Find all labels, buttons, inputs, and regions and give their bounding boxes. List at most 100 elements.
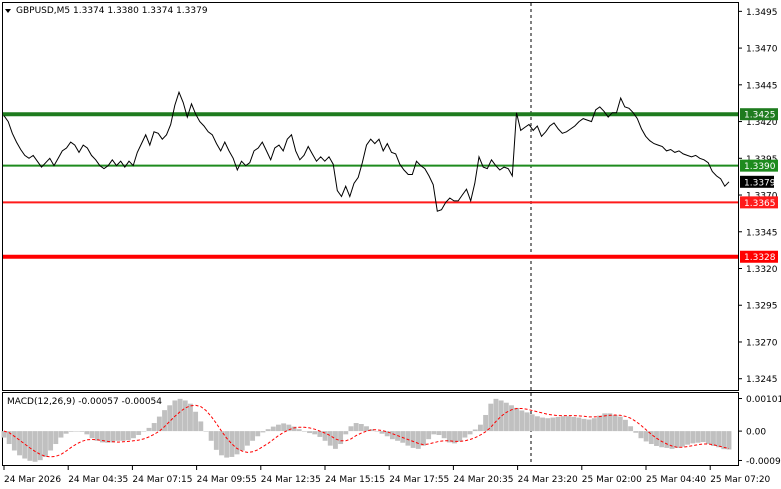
macd-bar: [602, 413, 608, 432]
y-tick-label-10: 1.3245: [746, 375, 778, 385]
macd-bar: [120, 431, 126, 441]
macd-bar: [695, 431, 701, 443]
macd-bar: [716, 431, 722, 448]
macd-bar: [659, 431, 665, 448]
macd-bar: [679, 431, 685, 447]
macd-bar: [664, 431, 670, 448]
macd-bar: [571, 416, 577, 432]
macd-bar: [612, 414, 618, 432]
y-tick-label-0: 1.3495: [746, 8, 778, 18]
macd-bar: [17, 431, 22, 456]
macd-bar: [1, 431, 7, 438]
macd-bar: [167, 405, 173, 432]
x-tick-label-11: 25 Mar 07:20: [710, 475, 770, 485]
x-tick-label-1: 24 Mar 04:35: [68, 475, 128, 485]
level-label-bg-1: [740, 159, 778, 172]
macd-bar: [22, 431, 28, 459]
macd-bar: [700, 431, 706, 443]
level-label-2: 1.3365: [744, 199, 776, 209]
macd-bar: [586, 419, 592, 432]
macd-bar: [540, 417, 546, 432]
macd-bar: [648, 431, 654, 445]
macd-bar: [343, 431, 349, 435]
macd-bar: [250, 431, 256, 441]
macd-bar: [11, 431, 17, 451]
macd-bar: [441, 431, 447, 439]
macd-bar: [467, 431, 473, 435]
macd-bar: [105, 431, 111, 443]
macd-bar: [270, 426, 276, 432]
macd-bar: [89, 431, 95, 439]
main-plot-frame: [2, 2, 739, 391]
chart-menu-arrow-icon[interactable]: [5, 9, 11, 13]
macd-bar: [136, 431, 142, 435]
macd-bar: [99, 431, 105, 443]
macd-bar: [296, 429, 302, 432]
macd-bar: [591, 418, 597, 432]
macd-bar: [524, 412, 530, 432]
macd-bar: [633, 431, 639, 433]
macd-bar: [198, 421, 204, 432]
x-tick-label-8: 24 Mar 23:20: [518, 475, 578, 485]
y-tick-label-6: 1.3345: [746, 228, 778, 238]
y-tick-label-7: 1.3320: [746, 265, 778, 275]
macd-bar: [213, 431, 219, 450]
macd-title: MACD(12,26,9) -0.00057 -0.00054: [7, 397, 162, 407]
macd-bar: [374, 431, 380, 432]
macd-bar: [27, 431, 33, 461]
macd-bar: [369, 429, 375, 432]
x-tick-label-7: 24 Mar 20:35: [453, 475, 513, 485]
y-tick-label-9: 1.3270: [746, 338, 778, 348]
macd-bar: [705, 431, 711, 445]
macd-bar: [436, 431, 442, 435]
macd-bar: [379, 431, 385, 434]
macd-bar: [42, 431, 48, 457]
macd-bar: [638, 431, 644, 439]
macd-bar: [452, 431, 457, 444]
macd-bar: [301, 431, 307, 432]
macd-bar: [364, 426, 369, 432]
macd-bar: [312, 431, 318, 435]
macd-bar: [281, 423, 287, 432]
macd-bar: [628, 426, 634, 432]
macd-bar: [322, 431, 328, 441]
macd-bar: [276, 424, 281, 432]
macd-bar: [389, 431, 395, 440]
macd-bar: [483, 414, 489, 432]
macd-bar: [229, 431, 235, 457]
level-label-1: 1.3390: [744, 162, 776, 172]
y-tick-label-1: 1.3470: [746, 45, 778, 55]
macd-bar: [203, 431, 209, 432]
macd-bar: [291, 426, 297, 432]
macd-bar: [338, 431, 344, 445]
macd-bar: [58, 431, 64, 438]
macd-bar: [477, 424, 483, 432]
macd-bar: [446, 431, 452, 443]
macd-bar: [239, 431, 245, 451]
macd-bar: [110, 431, 116, 443]
macd-bar: [48, 431, 54, 451]
x-tick-label-10: 25 Mar 04:40: [646, 475, 706, 485]
macd-bar: [156, 416, 162, 432]
macd-bar: [415, 431, 421, 449]
macd-bar: [426, 431, 432, 440]
macd-bar: [405, 431, 411, 446]
macd-bar: [53, 431, 59, 445]
price-line: [3, 90, 730, 212]
macd-bar: [674, 431, 680, 448]
macd-bar: [6, 431, 12, 445]
macd-bar: [685, 431, 691, 445]
macd-bar: [353, 423, 359, 432]
macd-bar: [32, 431, 38, 462]
y-tick-label-8: 1.3295: [746, 302, 778, 312]
macd-bar: [726, 431, 732, 450]
macd-bar: [384, 431, 390, 437]
level-label-bg-0: [740, 108, 778, 121]
macd-bar: [74, 431, 79, 432]
macd-bar: [317, 431, 323, 437]
level-label-0: 1.3425: [744, 111, 776, 121]
y-tick-label-3: 1.3420: [746, 118, 778, 128]
macd-bar: [234, 431, 240, 455]
